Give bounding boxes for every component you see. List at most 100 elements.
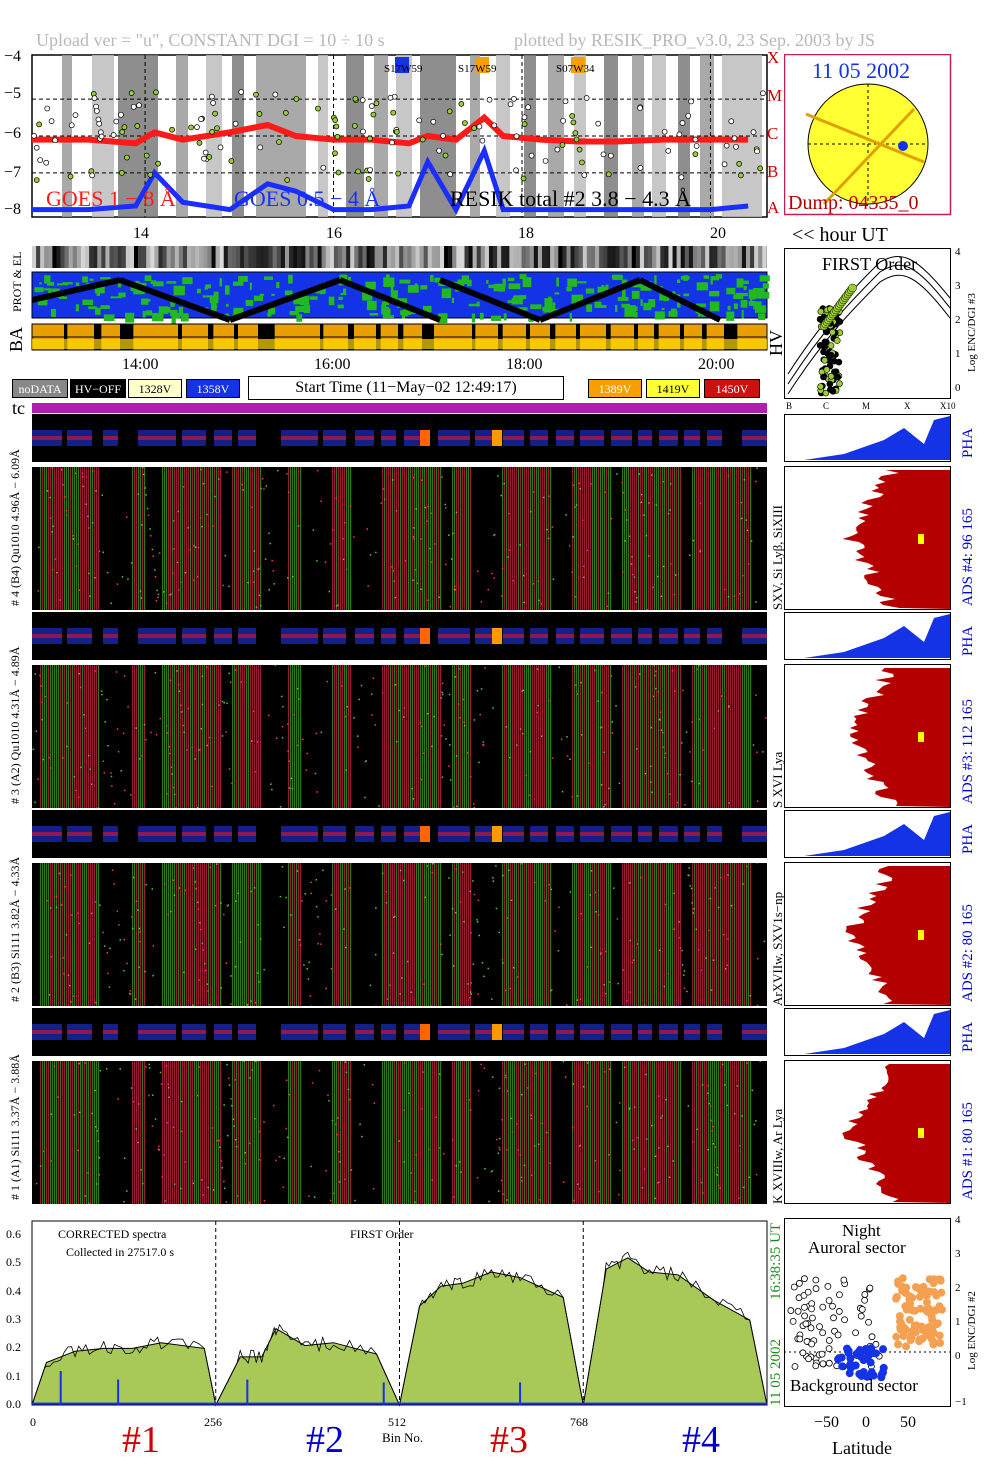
spectrogram-col xyxy=(432,1060,434,1204)
orbit-point xyxy=(858,1306,866,1313)
pha-gap xyxy=(604,612,611,660)
pha-gap xyxy=(206,414,214,462)
pha-gap xyxy=(574,1008,580,1056)
spectrogram-col xyxy=(192,1060,194,1204)
spectrogram-col xyxy=(194,466,196,610)
spectrogram-col xyxy=(622,862,624,1006)
first-order-point xyxy=(829,388,837,395)
spectrogram-col xyxy=(608,1060,610,1204)
pha-gap xyxy=(118,1008,138,1056)
spectrogram-dot xyxy=(512,579,514,582)
prot-cell xyxy=(571,294,584,304)
resik-point xyxy=(72,112,79,118)
pha-gap xyxy=(232,414,238,462)
spectrogram-col xyxy=(58,664,60,808)
spectrogram-col xyxy=(522,1060,524,1204)
spectrogram-col xyxy=(182,1060,184,1204)
spectrogram-dot xyxy=(154,575,157,578)
channel-label: # 1 (A1) Si111 3.37Å − 3.88Å xyxy=(8,1054,22,1200)
spectrogram-col xyxy=(660,1060,662,1204)
spectrogram-dot xyxy=(710,989,713,991)
spectrogram-dot xyxy=(367,585,369,587)
spectrogram-dot xyxy=(249,1142,251,1145)
pha-gap xyxy=(92,414,103,462)
spectrogram-col xyxy=(514,862,516,1006)
spectrogram-dot xyxy=(476,921,479,923)
pha-gap xyxy=(574,810,580,858)
prot-cell xyxy=(343,288,347,295)
el-cell xyxy=(142,246,147,268)
spectrogram-col xyxy=(624,1060,626,1204)
spectrogram-dot xyxy=(742,574,744,577)
spectrogram-dot xyxy=(507,556,510,558)
spectrogram-col xyxy=(188,1060,190,1204)
prot-cell xyxy=(518,295,527,300)
spectrogram-dot xyxy=(403,1161,406,1163)
orbit-background-point xyxy=(846,1360,855,1369)
orbit-point xyxy=(872,1340,880,1348)
spectrogram-col xyxy=(694,466,696,610)
spectrogram-dot xyxy=(332,529,334,531)
resik-point xyxy=(67,173,74,180)
prot-cell xyxy=(245,300,253,306)
spectrogram-dot xyxy=(202,949,204,951)
spectrogram-dot xyxy=(91,1112,94,1115)
pha-flare xyxy=(420,826,430,842)
spectrogram-dot xyxy=(228,672,230,675)
spectrogram-dot xyxy=(618,1193,620,1196)
spectrogram-dot xyxy=(107,744,109,747)
spectrogram-col xyxy=(602,664,604,808)
spectrogram-col xyxy=(132,1060,134,1204)
spectrogram-dot xyxy=(298,698,300,700)
spectrogram-col xyxy=(340,466,342,610)
pha-gap xyxy=(318,1008,323,1056)
spectrogram-dot xyxy=(96,1130,98,1132)
spectrogram-dot xyxy=(168,745,170,748)
spectrogram-col xyxy=(96,664,98,808)
spectrogram-dot xyxy=(84,727,87,730)
spectrogram-dot xyxy=(317,916,319,918)
spectrogram-dot xyxy=(530,1114,532,1117)
orbit-background-point xyxy=(846,1354,855,1363)
spectrogram-dot xyxy=(756,1004,759,1006)
resik-point xyxy=(320,164,327,171)
spectrogram-dot xyxy=(342,558,345,561)
spectrogram-dot xyxy=(59,599,61,601)
spectrogram-col xyxy=(348,862,350,1006)
spectrogram-dot xyxy=(622,491,625,494)
spectrogram-col xyxy=(610,466,612,610)
el-cell xyxy=(240,246,245,268)
spectrogram-dot xyxy=(131,916,133,918)
spectrogram-dot xyxy=(177,589,180,591)
spectrogram-dot xyxy=(624,509,627,511)
spectrogram-dot xyxy=(756,800,759,802)
el-cell xyxy=(276,246,281,268)
spectrogram-dot xyxy=(166,792,168,795)
spectrogram-col xyxy=(78,664,80,808)
spectrogram-col xyxy=(336,1060,338,1204)
spectrogram-dot xyxy=(64,886,66,888)
spectrogram-dot xyxy=(123,1157,126,1159)
spectrogram-dot xyxy=(227,904,230,906)
spectrogram-dot xyxy=(674,574,677,576)
spectrogram-col xyxy=(136,466,138,610)
spectrogram-col xyxy=(424,1060,426,1204)
spectrogram-dot xyxy=(427,599,429,602)
el-cell xyxy=(680,246,685,268)
spectrogram-col xyxy=(418,466,420,610)
spectrogram-dot xyxy=(727,475,730,477)
spectrogram-col xyxy=(172,1060,174,1204)
spectrogram-col xyxy=(250,664,252,808)
spectrogram-dot xyxy=(117,750,120,753)
fo-ytick: 1 xyxy=(955,348,961,360)
spectrogram-col xyxy=(640,1060,642,1204)
spectrogram-col xyxy=(74,1060,76,1204)
el-cell xyxy=(590,246,596,268)
el-cell xyxy=(476,246,481,268)
resik-point xyxy=(352,95,359,102)
spectrogram-col xyxy=(342,664,344,808)
pha-histogram xyxy=(784,1008,951,1056)
first-order-point xyxy=(820,348,827,356)
spectrogram-col xyxy=(750,862,752,1006)
spectrogram-dot xyxy=(631,961,634,964)
